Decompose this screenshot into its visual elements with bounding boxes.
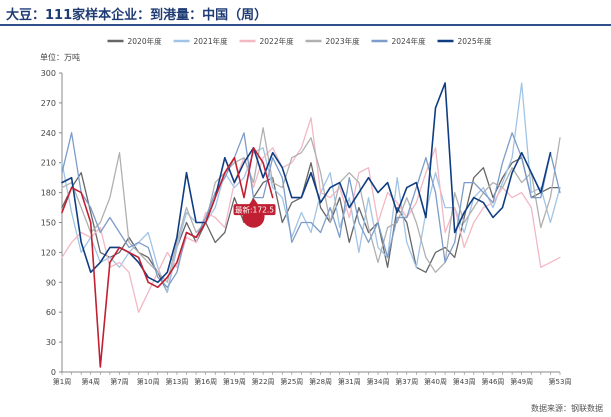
series-line-2023年度 [61,127,561,283]
source-note: 数据来源：钢联数据 [531,404,603,413]
y-tick-label: 270 [41,99,56,108]
series-line-2025年度 [61,82,552,284]
x-tick-label: 第10周 [137,377,160,386]
latest-annotation: 最新:172.5 [233,198,276,228]
legend-label: 2022年度 [260,36,295,46]
x-tick-label: 第1周 [53,377,71,386]
legend: 2020年度 2021年度 2022年度 2023年度 2024年度 2025年度 [107,36,493,46]
x-tick-label: 第4周 [81,377,99,386]
y-tick-label: 150 [41,219,56,228]
y-tick-label: 90 [46,278,56,287]
x-axis: 第1周 第4周 第7周 第10周 第13周 第16周 第19周 第22周 第25周 第28周 第31… [53,371,572,386]
line-chart: 2020年度 2021年度 2022年度 2023年度 2024年度 2025年度 单位：… [40,36,572,386]
x-tick-label: 第28周 [309,377,332,386]
legend-label: 2020年度 [128,36,163,46]
series-line-2022年度 [61,117,561,313]
x-tick-label: 第7周 [110,377,128,386]
legend-label: 2024年度 [392,36,427,46]
x-tick-label: 第53周 [549,377,572,386]
x-tick-label: 第49周 [510,377,533,386]
x-tick-label: 第40周 [424,377,447,386]
y-tick-label: 240 [41,129,56,138]
series-line-current [61,147,274,368]
x-tick-label: 第16周 [194,377,217,386]
title-divider [0,24,611,26]
annotation-label-bg [233,204,276,216]
x-tick-label: 第37周 [395,377,418,386]
series-line-2020年度 [61,157,561,293]
legend-label: 2023年度 [326,36,361,46]
legend-label: 2025年度 [458,36,493,46]
x-tick-label: 第43周 [453,377,476,386]
series-lines [61,82,561,368]
x-tick-label: 第46周 [482,377,505,386]
y-tick-label: 30 [46,338,56,347]
annotation-label: 最新:172.5 [235,205,274,215]
legend-label: 2021年度 [194,36,229,46]
series-line-2024年度 [61,132,561,288]
y-tick-label: 300 [41,69,56,78]
page-title: 大豆：111家样本企业：到港量：中国（周） [6,8,268,23]
series-line-2021年度 [61,82,561,293]
y-tick-label: 0 [51,368,56,377]
y-tick-label: 180 [41,189,56,198]
unit-label: 单位：万吨 [40,52,80,62]
x-tick-label: 第13周 [165,377,188,386]
y-axis: 0 30 60 90 120 150 180 210 240 270 300 [41,69,63,377]
x-tick-label: 第22周 [252,377,275,386]
y-tick-label: 120 [41,248,56,257]
y-tick-label: 210 [41,159,56,168]
x-tick-label: 第25周 [280,377,303,386]
y-tick-label: 60 [46,308,56,317]
x-tick-label: 第31周 [338,377,361,386]
x-tick-label: 第19周 [223,377,246,386]
x-tick-label: 第34周 [367,377,390,386]
